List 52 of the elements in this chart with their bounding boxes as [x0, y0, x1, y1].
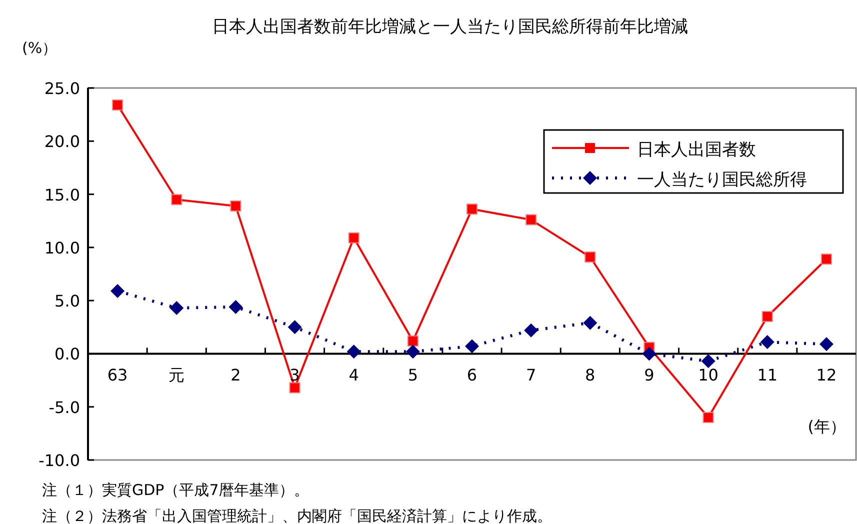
y-tick-label: 25.0 — [44, 79, 80, 98]
point — [171, 194, 182, 206]
x-tick-label: 8 — [585, 366, 596, 385]
x-tick-label: 4 — [348, 366, 359, 385]
x-axis-title: (年） — [808, 417, 846, 436]
x-tick-label: 9 — [644, 366, 654, 385]
point — [820, 254, 832, 265]
y-tick-label: -5.0 — [48, 398, 80, 417]
x-tick-label: 63 — [107, 366, 128, 385]
point — [466, 204, 478, 215]
legend-label: 一人当たり国民総所得 — [637, 170, 807, 190]
x-tick-label: 12 — [816, 366, 837, 385]
text: 注（１）実質GDP（平成7暦年基準）。 — [42, 481, 309, 499]
legend-label: 日本人出国者数 — [637, 140, 756, 160]
x-tick-label: 元 — [168, 366, 185, 385]
point — [112, 100, 124, 111]
y-tick-label: 5.0 — [54, 292, 80, 311]
point — [228, 300, 243, 314]
y-tick-label: 15.0 — [44, 185, 80, 204]
x-tick-label: 11 — [757, 366, 778, 385]
point — [406, 344, 420, 359]
point — [819, 337, 834, 352]
point — [407, 335, 418, 346]
point — [289, 382, 300, 394]
point — [346, 344, 361, 359]
x-tick-label: 7 — [526, 366, 536, 385]
point — [760, 335, 774, 350]
x-tick-label: 5 — [408, 366, 418, 385]
chart-title: 日本人出国者数前年比増減と一人当たり国民総所得前年比増減 — [212, 17, 688, 37]
point — [584, 251, 596, 262]
x-tick-label: 2 — [230, 366, 241, 385]
point — [701, 354, 716, 368]
y-tick-label: -10.0 — [38, 451, 80, 470]
point — [526, 214, 537, 226]
point — [288, 320, 302, 334]
point — [762, 311, 773, 322]
point — [465, 339, 479, 354]
x-tick-label: 10 — [698, 366, 718, 385]
point — [348, 232, 360, 244]
point — [110, 284, 125, 298]
point — [230, 200, 242, 212]
point — [583, 316, 598, 330]
point — [170, 301, 184, 316]
y-tick-label: 10.0 — [44, 238, 80, 258]
point — [642, 346, 656, 361]
y-tick-label: 20.0 — [44, 132, 80, 152]
point — [524, 323, 538, 338]
text: 注（２）法務省「出入国管理統計」、内閣府「国民経済計算」により作成。 — [42, 507, 552, 524]
y-axis-title: (%） — [22, 39, 58, 57]
point — [702, 412, 714, 423]
y-tick-label: 0.0 — [54, 344, 80, 364]
x-tick-label: 6 — [466, 366, 478, 385]
